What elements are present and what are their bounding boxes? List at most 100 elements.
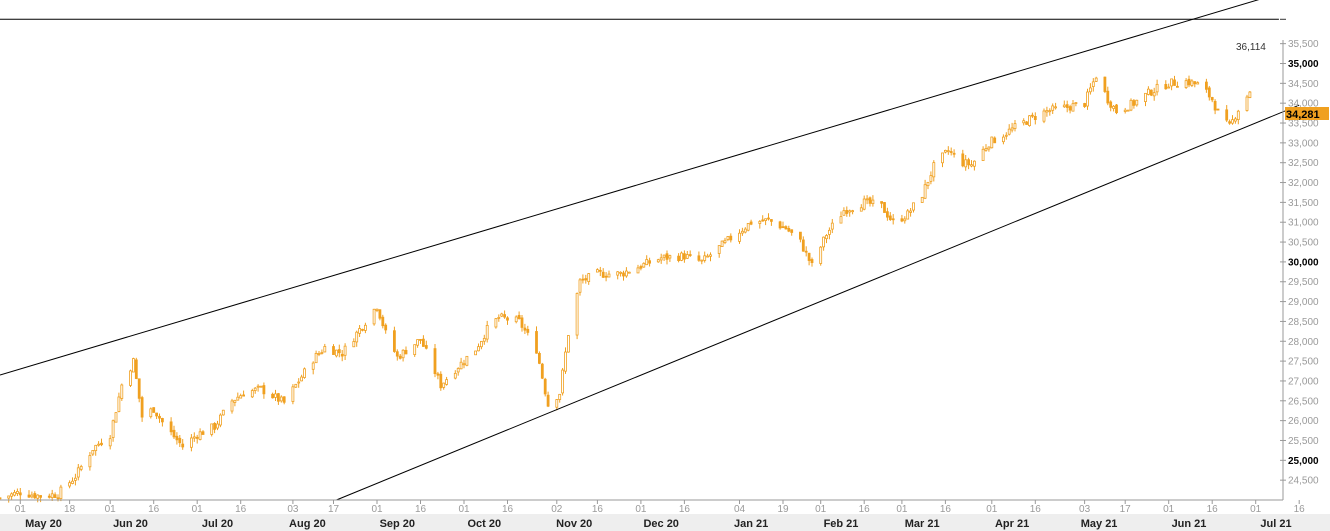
candle-body bbox=[39, 495, 42, 498]
last-price-group: 34,281 bbox=[1285, 107, 1329, 121]
candle-body bbox=[523, 327, 527, 331]
candle-body bbox=[1126, 109, 1130, 112]
candle-body bbox=[10, 493, 14, 497]
x-month-label: Nov 20 bbox=[556, 518, 592, 530]
candle-body bbox=[668, 255, 672, 259]
candle-body bbox=[656, 259, 660, 263]
candle-body bbox=[746, 223, 750, 231]
candle-body bbox=[1190, 80, 1194, 86]
candle-body bbox=[801, 239, 805, 252]
y-tick-label: 34,000 bbox=[1288, 99, 1319, 110]
candle-body bbox=[378, 309, 382, 319]
y-tick-label: 30,500 bbox=[1288, 238, 1319, 249]
candle-body bbox=[749, 221, 753, 225]
candle-body bbox=[355, 331, 359, 343]
candle-body bbox=[520, 317, 524, 328]
candle-body bbox=[195, 436, 199, 439]
y-tick-label: 25,000 bbox=[1288, 456, 1319, 467]
x-day-label: 03 bbox=[1079, 504, 1091, 515]
candle-body bbox=[91, 450, 95, 455]
candle-body bbox=[517, 314, 521, 319]
y-tick-label: 29,500 bbox=[1288, 277, 1319, 288]
candle-body bbox=[282, 396, 286, 403]
candle-body bbox=[413, 344, 417, 355]
candle-body bbox=[1225, 109, 1229, 121]
candle-body bbox=[810, 259, 814, 264]
y-tick-label: 33,500 bbox=[1288, 119, 1319, 130]
candle-body bbox=[616, 271, 620, 276]
candle-body bbox=[761, 219, 765, 222]
upper-channel-line bbox=[0, 0, 1260, 376]
candle-body bbox=[627, 271, 631, 274]
candle-body bbox=[300, 376, 304, 382]
x-day-label: 16 bbox=[679, 504, 691, 515]
candle-body bbox=[535, 331, 538, 354]
candle-body bbox=[883, 202, 886, 213]
candle-body bbox=[485, 325, 489, 340]
candle-body bbox=[622, 272, 625, 277]
candle-body bbox=[361, 328, 364, 331]
x-month-label: Mar 21 bbox=[905, 518, 940, 530]
candle-body bbox=[964, 159, 968, 168]
candle-body bbox=[1083, 103, 1086, 107]
candle-body bbox=[303, 368, 306, 378]
candle-body bbox=[665, 253, 669, 260]
candle-body bbox=[984, 148, 988, 151]
candle-body bbox=[604, 275, 608, 278]
candle-body bbox=[920, 197, 924, 203]
candle-body bbox=[172, 429, 176, 438]
candle-body bbox=[825, 235, 828, 240]
candle-body bbox=[906, 210, 910, 220]
candle-body bbox=[276, 393, 280, 402]
candle-body bbox=[53, 494, 57, 498]
candle-body bbox=[189, 437, 193, 448]
candle-body bbox=[120, 384, 124, 399]
candle-body bbox=[36, 494, 40, 499]
candle-body bbox=[1155, 83, 1159, 93]
candle-body bbox=[1091, 81, 1095, 87]
y-tick-label: 33,000 bbox=[1288, 138, 1319, 149]
candle-body bbox=[218, 414, 222, 426]
candle-body bbox=[607, 273, 611, 278]
candle-body bbox=[1147, 88, 1150, 95]
candle-body bbox=[216, 423, 219, 429]
candle-body bbox=[697, 255, 701, 261]
candle-body bbox=[259, 385, 263, 388]
candle-body bbox=[1048, 110, 1052, 113]
candle-body bbox=[1176, 85, 1179, 88]
level-label: 36,114 bbox=[1236, 42, 1266, 53]
candle-body bbox=[134, 359, 138, 379]
candle-body bbox=[1074, 102, 1078, 104]
candle-body bbox=[587, 273, 591, 282]
candle-body bbox=[1103, 76, 1107, 92]
x-day-label: 16 bbox=[502, 504, 514, 515]
candle-body bbox=[1210, 97, 1214, 101]
y-axis: 24,500 25,000 25,500 26,000 26,500 27,000 27,5… bbox=[1280, 18, 1319, 500]
candle-body bbox=[738, 232, 741, 242]
candle-body bbox=[848, 210, 852, 213]
candle-body bbox=[888, 215, 892, 220]
candle-body bbox=[482, 338, 486, 342]
candle-body bbox=[181, 443, 185, 448]
x-month-label: Jun 20 bbox=[113, 518, 148, 530]
candle-body bbox=[1231, 119, 1234, 124]
candle-body bbox=[625, 270, 628, 277]
candle-body bbox=[1002, 136, 1005, 143]
y-tick-label: 32,500 bbox=[1288, 158, 1319, 169]
x-month-label: Jan 21 bbox=[734, 518, 768, 530]
y-tick-label: 30,000 bbox=[1288, 257, 1319, 268]
candle-body bbox=[242, 394, 246, 397]
candle-body bbox=[94, 444, 98, 452]
y-tick-label: 35,500 bbox=[1288, 39, 1319, 50]
candle-body bbox=[1205, 81, 1208, 90]
candle-body bbox=[453, 372, 457, 379]
candle-body bbox=[1149, 89, 1153, 96]
candle-body bbox=[158, 415, 161, 419]
candle-body bbox=[862, 198, 866, 210]
candle-body bbox=[250, 390, 254, 398]
candle-body bbox=[784, 226, 788, 230]
x-month-label: May 21 bbox=[1081, 518, 1118, 530]
candle-body bbox=[1068, 106, 1072, 111]
x-day-label: 16 bbox=[1030, 504, 1042, 515]
candle-body bbox=[137, 378, 141, 399]
